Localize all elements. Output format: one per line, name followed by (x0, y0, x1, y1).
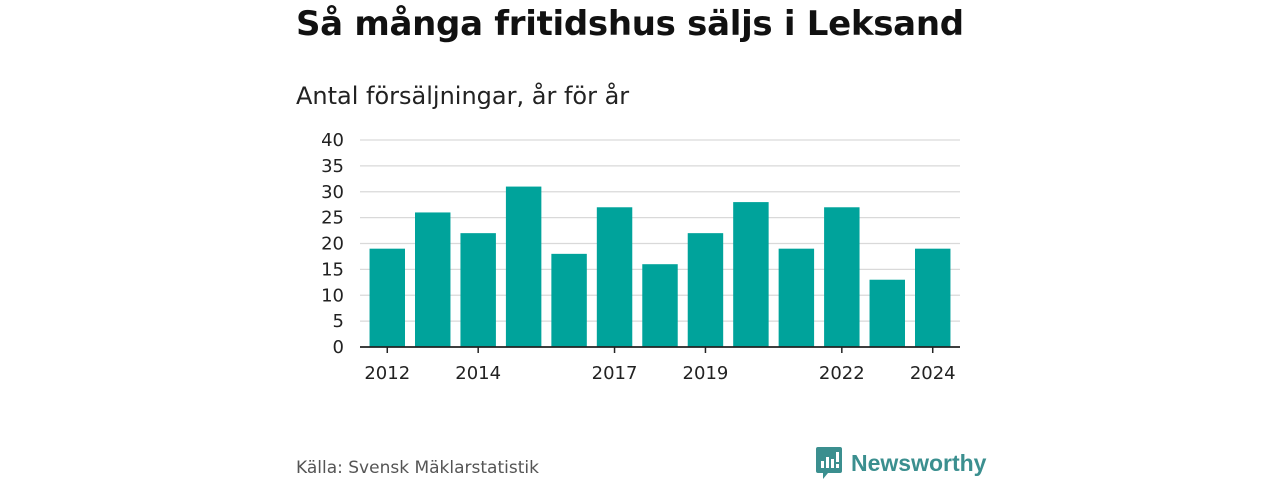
bar (778, 248, 815, 347)
source-note: Källa: Svensk Mäklarstatistik (296, 458, 539, 478)
y-tick-label: 30 (321, 182, 344, 203)
bar (551, 253, 587, 347)
bar (824, 207, 860, 347)
y-tick-label: 20 (321, 234, 344, 255)
bar (369, 248, 405, 347)
bar (505, 186, 542, 347)
brand-name: Newsworthy (851, 449, 987, 476)
y-tick-label: 5 (333, 311, 344, 332)
x-tick-label: 2017 (592, 363, 638, 384)
newsworthy-logo[interactable]: Newsworthy (815, 446, 986, 480)
bar (915, 248, 951, 347)
chart-title: Så många fritidshus säljs i Leksand (296, 4, 964, 44)
x-tick-label: 2019 (683, 363, 729, 384)
y-tick-label: 25 (321, 208, 344, 229)
y-tick-label: 0 (333, 337, 344, 358)
x-tick-label: 2012 (364, 363, 410, 384)
y-tick-label: 40 (321, 130, 344, 151)
bar (460, 233, 496, 347)
y-tick-label: 10 (321, 285, 344, 306)
bar (415, 212, 451, 347)
bar (642, 264, 678, 347)
bar (733, 202, 769, 347)
y-tick-label: 35 (321, 156, 344, 177)
bar (869, 279, 905, 347)
x-tick-label: 2024 (910, 363, 956, 384)
y-tick-label: 15 (321, 259, 344, 280)
bar-chart-logo-icon (816, 447, 842, 479)
bar (687, 233, 724, 347)
x-tick-label: 2022 (819, 363, 865, 384)
chart-subtitle: Antal försäljningar, år för år (296, 82, 630, 110)
bar (596, 207, 633, 347)
x-tick-label: 2014 (455, 363, 501, 384)
